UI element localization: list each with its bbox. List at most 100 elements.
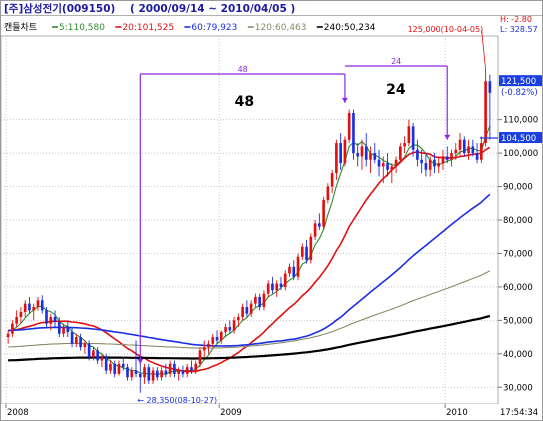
candle-body	[420, 159, 423, 164]
candle-body	[66, 327, 70, 333]
candle-body	[237, 317, 240, 321]
candle-body	[57, 322, 61, 334]
candle-body	[300, 246, 304, 257]
candle-body	[202, 347, 206, 351]
candle-body	[416, 149, 419, 160]
candle-body	[207, 343, 210, 348]
y-tick-label: 100,000	[503, 149, 538, 159]
y-tick-label: 90,000	[503, 183, 533, 193]
candle-body	[454, 149, 458, 154]
candle-body	[369, 153, 372, 160]
min-price-label: ← 28,350(08-10-27)	[137, 396, 217, 405]
candle-body	[49, 317, 53, 324]
plot-area	[0, 35, 499, 405]
candle-body	[121, 363, 125, 368]
y-tick-label: 40,000	[503, 350, 533, 360]
candle-body	[356, 153, 360, 157]
price-tag-ma: 104,500	[501, 134, 536, 144]
y-tick-label: 80,000	[503, 216, 533, 226]
legend-label-ma60: 60:79,923	[191, 23, 237, 33]
candle-body	[92, 350, 95, 358]
candle-body	[228, 327, 232, 331]
candle-body	[126, 367, 129, 378]
candle-body	[292, 266, 296, 277]
candle-body	[232, 320, 236, 331]
candle-body	[296, 256, 300, 277]
candle-body	[437, 163, 441, 167]
hilo-l: L: 328.57	[500, 25, 538, 34]
candle-body	[83, 343, 87, 348]
period-1-left-arrow	[137, 358, 144, 364]
candle-body	[32, 306, 36, 311]
candle-body	[399, 146, 402, 160]
candle-body	[275, 283, 279, 291]
candle-body	[87, 343, 91, 358]
x-tick-label: 2008	[7, 408, 29, 418]
candle-body	[411, 126, 415, 150]
candle-body	[347, 112, 351, 140]
chart-type-label: 캔들차트	[4, 21, 37, 33]
candle-body	[11, 323, 14, 334]
candle-body	[100, 357, 104, 361]
candle-body	[70, 332, 74, 344]
stock-title: [주]삼성전기(009150)	[4, 2, 115, 15]
candle-body	[475, 153, 479, 160]
candle-body	[445, 156, 449, 160]
legend-label-ma240: 240:50,234	[324, 23, 376, 33]
candle-body	[471, 146, 475, 154]
candle-body	[6, 333, 10, 338]
candle-body	[262, 293, 266, 307]
candle-body	[441, 156, 445, 164]
candle-body	[305, 246, 308, 261]
candle-body	[462, 139, 466, 154]
candle-body	[79, 337, 82, 348]
candle-body	[480, 143, 483, 160]
candle-body	[335, 143, 338, 174]
x-tick-label: 2009	[220, 408, 242, 418]
x-axis: 2008 2009 2010 17:54:34	[1, 404, 538, 420]
candles	[6, 69, 492, 393]
candle-body	[40, 300, 44, 311]
candle-body	[138, 373, 142, 378]
candle-body	[211, 337, 215, 344]
y-tick-label: 50,000	[503, 316, 533, 326]
candle-body	[381, 163, 385, 167]
period-1-label: 48	[238, 65, 248, 74]
candle-body	[245, 306, 249, 314]
candle-body	[467, 146, 470, 154]
max-price-pointer	[481, 29, 487, 70]
period-2-right-arrow	[444, 134, 451, 140]
candle-body	[249, 303, 253, 314]
candle-body	[96, 350, 99, 361]
candle-body	[313, 223, 317, 237]
period-1-big-label: 48	[235, 94, 254, 110]
time-label: 17:54:34	[500, 408, 538, 418]
candle-body	[151, 370, 155, 381]
candle-body	[134, 370, 138, 374]
candle-body	[62, 327, 65, 334]
candle-body	[113, 363, 117, 374]
period-2-big-label: 24	[386, 82, 406, 98]
candle-body	[343, 139, 347, 164]
candle-body	[177, 370, 180, 374]
candle-body	[164, 370, 168, 374]
candle-body	[407, 126, 411, 144]
period-2-label: 24	[391, 57, 401, 66]
candle-body	[364, 146, 368, 160]
candle-body	[147, 367, 151, 381]
candle-body	[143, 367, 146, 378]
candle-body	[194, 363, 198, 371]
candle-body	[219, 332, 223, 341]
candle-body	[279, 283, 283, 287]
candle-body	[360, 146, 364, 157]
candle-body	[322, 199, 325, 227]
candle-body	[181, 370, 185, 374]
candle-body	[424, 163, 428, 170]
date-range: ( 2000/09/14 ~ 2010/04/05 )	[130, 3, 295, 15]
x-tick-label: 2010	[446, 408, 468, 418]
candle-body	[168, 363, 172, 374]
candle-body	[215, 337, 219, 341]
candle-body	[53, 317, 57, 323]
candle-body	[433, 159, 436, 167]
candle-body	[104, 357, 108, 371]
